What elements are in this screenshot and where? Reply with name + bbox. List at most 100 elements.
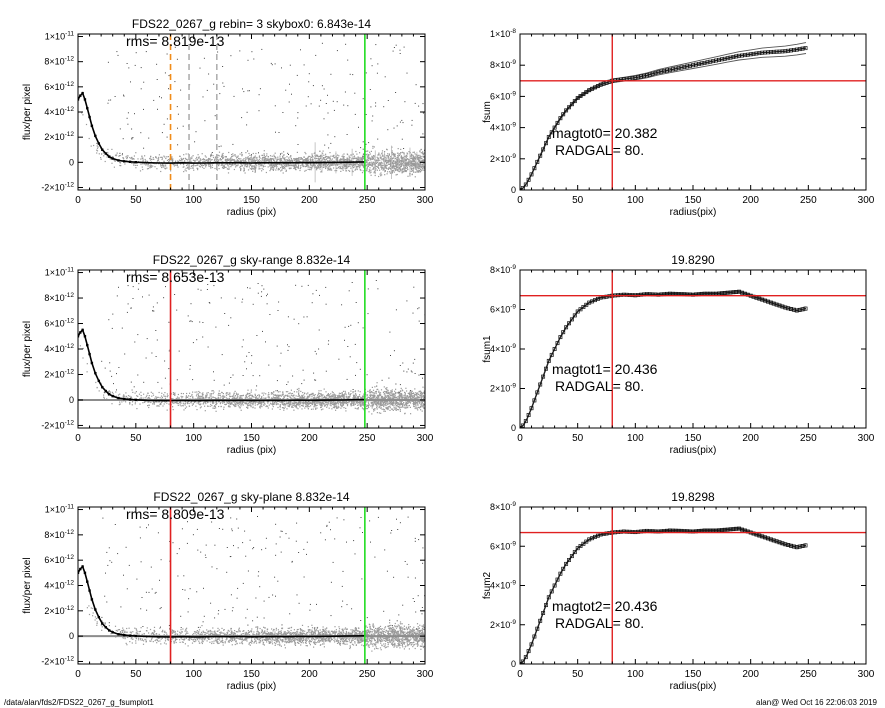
scatter-point xyxy=(227,392,229,394)
scatter-point xyxy=(352,403,355,405)
scatter-point xyxy=(359,163,361,165)
scatter-point xyxy=(100,157,102,159)
scatter-point xyxy=(315,161,317,163)
scatter-point xyxy=(346,405,349,407)
scatter-point xyxy=(119,162,121,164)
scatter-point xyxy=(397,157,399,159)
profile-marker xyxy=(97,142,101,145)
scatter-point xyxy=(258,159,260,161)
outlier-point xyxy=(375,44,377,46)
fsum-marker xyxy=(731,55,736,59)
scatter-point xyxy=(268,392,270,394)
scatter-point xyxy=(247,407,249,409)
scatter-point xyxy=(166,402,168,404)
scatter-point xyxy=(277,167,280,170)
scatter-point xyxy=(279,394,281,397)
scatter-point xyxy=(340,162,342,164)
scatter-point xyxy=(295,404,297,406)
scatter-point xyxy=(86,371,88,373)
scatter-point xyxy=(312,394,314,396)
scatter-point xyxy=(408,159,410,161)
scatter-point xyxy=(371,161,373,163)
scatter-point xyxy=(385,161,387,163)
scatter-point xyxy=(201,153,203,155)
scatter-point xyxy=(385,392,387,394)
scatter-point xyxy=(274,164,276,166)
scatter-point xyxy=(250,404,252,406)
scatter-point xyxy=(337,395,339,397)
scatter-point xyxy=(286,164,288,166)
scatter-point xyxy=(243,170,245,172)
scatter-point xyxy=(262,164,264,166)
scatter-point xyxy=(394,169,397,171)
scatter-point xyxy=(324,397,326,399)
scatter-point xyxy=(146,168,149,170)
scatter-point xyxy=(406,164,409,166)
scatter-point xyxy=(389,163,391,165)
magtot-annotation: magtot0= 20.382 xyxy=(552,125,658,141)
scatter-point xyxy=(345,167,347,169)
outlier-point xyxy=(153,99,155,101)
scatter-point xyxy=(279,155,281,157)
scatter-point xyxy=(222,157,224,159)
scatter-point xyxy=(293,166,295,168)
scatter-point xyxy=(345,162,347,164)
scatter-point xyxy=(264,160,266,162)
scatter-point xyxy=(241,397,243,399)
scatter-point xyxy=(388,157,390,159)
outlier-point xyxy=(370,58,372,60)
scatter-point xyxy=(365,154,367,156)
scatter-point xyxy=(211,400,213,403)
scatter-point xyxy=(394,402,396,404)
scatter-point xyxy=(234,163,236,165)
scatter-point xyxy=(257,402,259,404)
scatter-point xyxy=(385,396,387,398)
scatter-point xyxy=(396,166,398,169)
scatter-point xyxy=(263,153,265,155)
scatter-point xyxy=(341,392,343,394)
scatter-point xyxy=(320,393,322,396)
scatter-point xyxy=(350,162,352,164)
scatter-point xyxy=(213,405,215,408)
scatter-point xyxy=(423,160,425,162)
scatter-point xyxy=(413,165,415,167)
scatter-point xyxy=(341,406,343,408)
scatter-point xyxy=(282,160,284,162)
scatter-point xyxy=(297,163,299,165)
scatter-point xyxy=(401,405,404,407)
scatter-point xyxy=(149,165,152,168)
scatter-point xyxy=(401,158,403,160)
outlier-point xyxy=(422,103,424,105)
scatter-point xyxy=(150,165,153,167)
scatter-point xyxy=(167,156,169,158)
outlier-point xyxy=(334,136,336,138)
scatter-point xyxy=(246,397,248,399)
scatter-point xyxy=(393,171,395,173)
scatter-point xyxy=(225,166,227,168)
scatter-point xyxy=(313,395,315,397)
scatter-point xyxy=(247,406,249,408)
scatter-point xyxy=(420,164,422,166)
scatter-point xyxy=(336,157,338,159)
scatter-point xyxy=(146,160,149,162)
scatter-point xyxy=(268,158,270,160)
fsum-marker xyxy=(535,159,540,164)
scatter-point xyxy=(273,164,275,166)
outlier-point xyxy=(383,106,385,108)
scatter-point xyxy=(419,392,422,394)
scatter-point xyxy=(405,395,407,397)
plot-area xyxy=(520,34,866,190)
scatter-point xyxy=(356,404,359,406)
scatter-point xyxy=(372,145,374,147)
scatter-point xyxy=(278,163,280,165)
scatter-point xyxy=(384,397,387,399)
scatter-point xyxy=(380,394,382,396)
scatter-point xyxy=(204,163,206,165)
scatter-point xyxy=(420,409,422,411)
scatter-point xyxy=(410,156,412,158)
scatter-point xyxy=(361,172,364,174)
scatter-point xyxy=(338,155,340,157)
scatter-point xyxy=(154,166,156,168)
scatter-point xyxy=(389,165,391,168)
scatter-point xyxy=(222,165,224,167)
